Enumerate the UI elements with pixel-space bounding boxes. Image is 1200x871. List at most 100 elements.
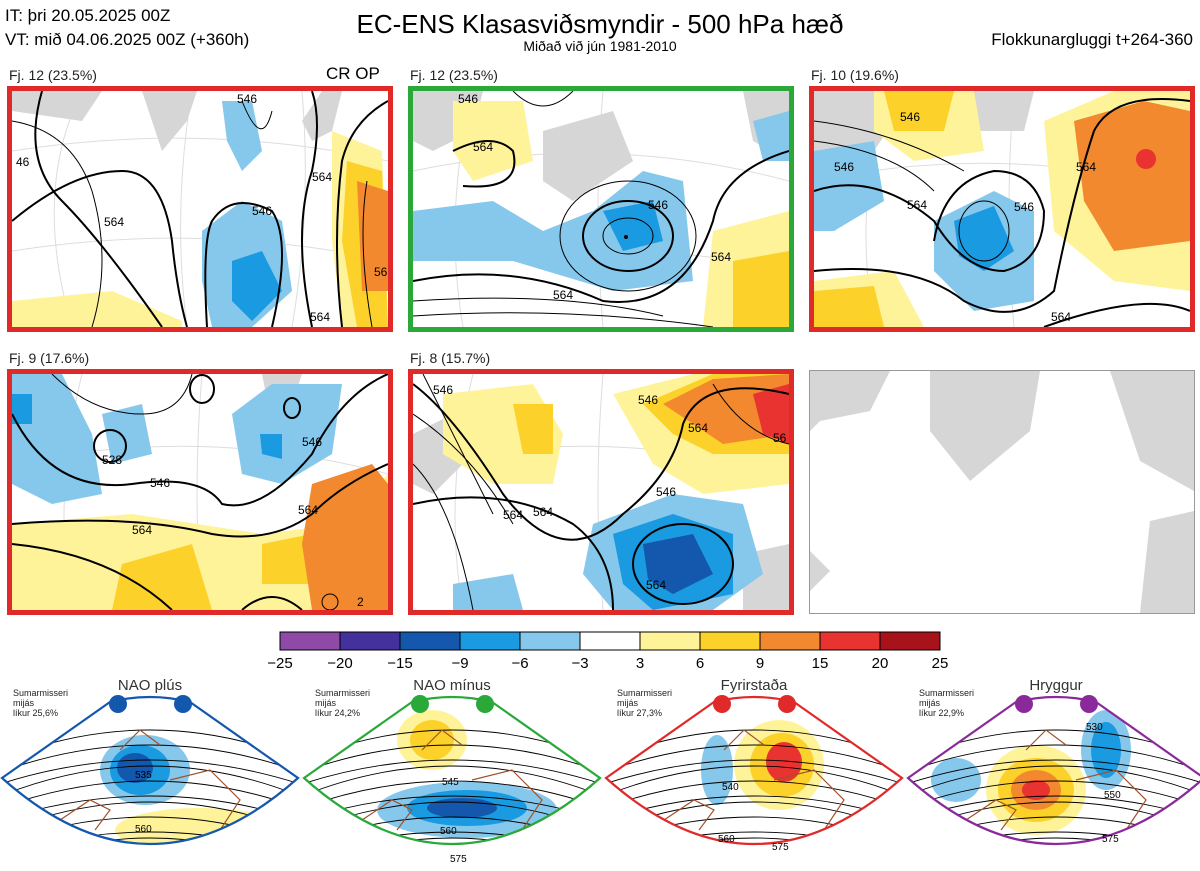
- initial-time: IT: þri 20.05.2025 00Z: [5, 6, 171, 25]
- regime-contour-label: 540: [722, 782, 739, 793]
- panel-1-label: Fj. 12 (23.5%): [9, 67, 97, 83]
- regime-marker: [174, 695, 192, 713]
- contour-label: 564: [646, 578, 666, 592]
- regime-title: Hryggur: [1029, 677, 1083, 694]
- contour-label: 2: [357, 595, 364, 609]
- contour-label: 564: [553, 288, 573, 302]
- regime-contour-label: 545: [442, 777, 459, 788]
- height-contour: [2, 765, 298, 797]
- regime-probability: líkur 27,3%: [617, 708, 663, 718]
- colorbar-tick-label: 25: [931, 655, 949, 672]
- regime-season: Sumarmisseri: [919, 688, 975, 698]
- contour-label: 564: [298, 503, 318, 517]
- height-contour: [2, 831, 298, 844]
- regime-marker: [1015, 695, 1033, 713]
- colorbar-tick-label: 9: [755, 655, 765, 672]
- classification-window: Flokkunargluggi t+264-360: [991, 30, 1193, 49]
- colorbar-bin: [339, 631, 401, 651]
- height-contour: [2, 780, 298, 809]
- contour-label: 546: [656, 485, 676, 499]
- contour-label: 56: [773, 431, 787, 445]
- contour-label: 56: [374, 265, 388, 279]
- height-contour: [2, 744, 298, 773]
- contour-label: 564: [312, 170, 332, 184]
- cluster-map-1: 546 546 564 564 46 564 56: [7, 86, 393, 332]
- anomaly-blob: [766, 742, 802, 782]
- contour-label: 528: [102, 453, 122, 467]
- regime-frame: [604, 695, 904, 846]
- height-contour: [908, 765, 1200, 797]
- contour-label: 546: [834, 160, 854, 174]
- regime-map: 540 560 575: [604, 695, 904, 853]
- anomaly-blob: [701, 735, 733, 805]
- contour-label: 546: [433, 383, 453, 397]
- contour-label: 564: [688, 421, 708, 435]
- regime-marker: [476, 695, 494, 713]
- regime-title: Fyrirstaða: [720, 677, 788, 694]
- regime-contour-label: 560: [135, 824, 152, 835]
- contour-label: 546: [302, 435, 322, 449]
- regime-season: Sumarmisseri: [315, 688, 371, 698]
- contour-label: 564: [104, 215, 124, 229]
- contour-label: 564: [310, 310, 330, 324]
- regime-map: 535 560: [0, 695, 300, 846]
- contour-label: 2: [244, 609, 251, 610]
- contour-label: 564: [907, 198, 927, 212]
- height-contour: [606, 759, 902, 785]
- colorbar-bin: [699, 631, 761, 651]
- height-contour: [2, 837, 298, 844]
- colorbar-bin: [819, 631, 881, 651]
- contour-label: 546: [237, 92, 257, 106]
- regime-description: Sumarmisseri mijás líkur 22,9%: [919, 688, 974, 718]
- regime-contour-label: 575: [450, 854, 467, 865]
- height-contour: [606, 765, 902, 797]
- regime-wind: mijás: [617, 698, 639, 708]
- regime-frame: [906, 695, 1200, 846]
- regime-contour-label: 560: [718, 834, 735, 845]
- colorbar-tick-label: −3: [571, 655, 589, 672]
- panel-2-label: Fj. 12 (23.5%): [410, 67, 498, 83]
- height-contour: [908, 780, 1200, 809]
- regime-marker: [1080, 695, 1098, 713]
- regime-description: Sumarmisseri mijás líkur 27,3%: [617, 688, 672, 718]
- contour-label: 564: [1051, 310, 1071, 324]
- regime-marker: [411, 695, 429, 713]
- colorbar-tick-label: 20: [871, 655, 889, 672]
- contour-label: 564: [533, 505, 553, 519]
- contour-label: 546: [900, 110, 920, 124]
- anomaly-blob: [427, 798, 497, 818]
- panel-5-label: Fj. 8 (15.7%): [410, 350, 491, 366]
- colorbar-tick-label: −25: [267, 655, 293, 672]
- regime-map: 545 560 575: [302, 695, 602, 865]
- height-contour: [908, 759, 1200, 785]
- regime-title: NAO plús: [117, 677, 183, 694]
- regime-season: Sumarmisseri: [617, 688, 673, 698]
- contour-label: 564: [473, 140, 493, 154]
- contour-label: 564: [503, 508, 523, 522]
- colorbar-tick-label: 6: [695, 655, 705, 672]
- regime-contour-label: 575: [772, 842, 789, 853]
- contour-label: 546: [638, 393, 658, 407]
- height-contour: [908, 837, 1200, 844]
- cluster-map-4: 528 546 546 564 564 2 2: [7, 369, 393, 615]
- valid-time: VT: mið 04.06.2025 00Z (+360h): [5, 30, 250, 49]
- anomaly-blob: [1022, 780, 1050, 800]
- regime-contour-label: 575: [1102, 834, 1119, 845]
- colorbar-tick-label: −6: [511, 655, 529, 672]
- height-contour: [908, 831, 1200, 844]
- regime-marker: [109, 695, 127, 713]
- colorbar-bin: [879, 631, 941, 651]
- cluster-map-2: 546 564 564 546 564: [408, 86, 794, 332]
- panel-3-label: Fj. 10 (19.6%): [811, 67, 899, 83]
- colorbar: [279, 631, 941, 651]
- height-contour: [304, 780, 600, 809]
- background-map: [809, 370, 1195, 614]
- contour-label: 564: [132, 523, 152, 537]
- height-contour: [606, 744, 902, 773]
- height-contour: [606, 780, 902, 809]
- contour-label: 546: [1014, 200, 1034, 214]
- colorbar-bin: [399, 631, 461, 651]
- height-contour: [304, 744, 600, 773]
- regime-wind: mijás: [919, 698, 941, 708]
- regime-wind: mijás: [13, 698, 35, 708]
